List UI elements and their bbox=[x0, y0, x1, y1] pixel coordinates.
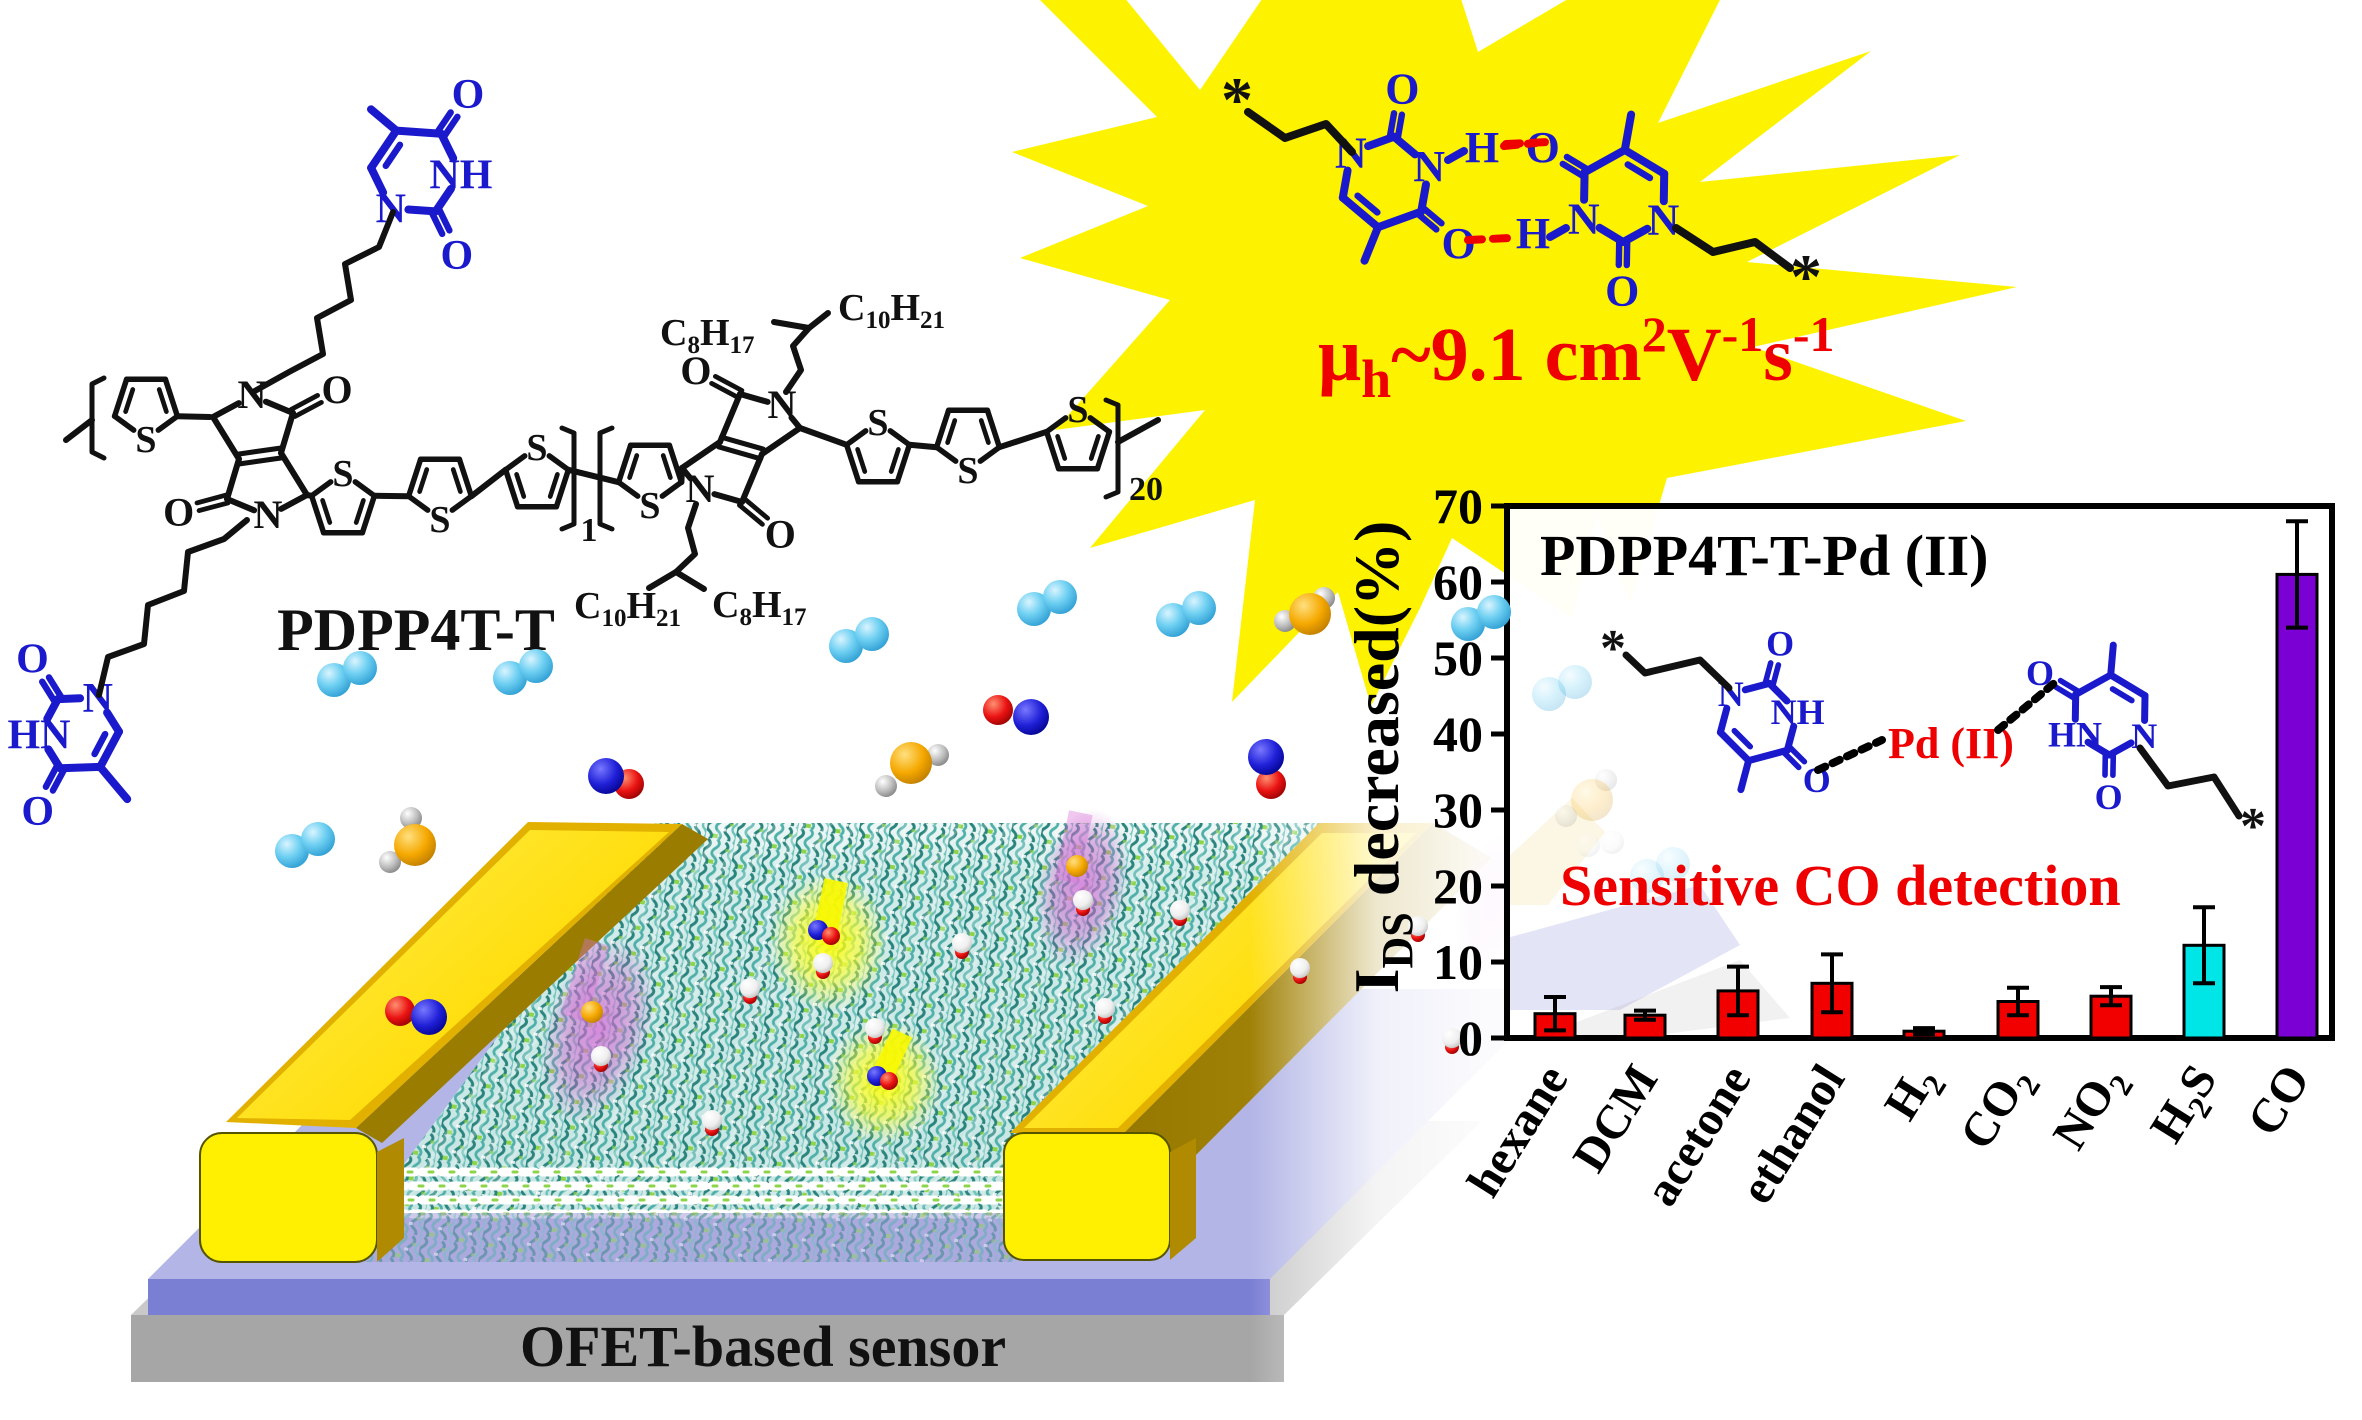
svg-text:C8​H17​: C8​H17​ bbox=[712, 584, 807, 631]
svg-text:40: 40 bbox=[1433, 706, 1483, 762]
svg-text:1: 1 bbox=[581, 512, 598, 549]
svg-text:N: N bbox=[238, 372, 267, 417]
svg-text:20: 20 bbox=[1433, 858, 1483, 914]
svg-text:N: N bbox=[686, 466, 715, 511]
svg-text:O: O bbox=[16, 637, 49, 683]
svg-text:S: S bbox=[332, 453, 353, 495]
svg-text:HN: HN bbox=[8, 713, 71, 759]
svg-text:C10​H21​: C10​H21​ bbox=[838, 287, 945, 334]
svg-text:N: N bbox=[254, 492, 283, 537]
svg-text:10: 10 bbox=[1433, 934, 1483, 990]
svg-text:O: O bbox=[1526, 123, 1560, 172]
svg-text:HN: HN bbox=[2048, 715, 2102, 755]
svg-text:N: N bbox=[1648, 196, 1680, 245]
svg-text:0: 0 bbox=[1458, 1010, 1483, 1066]
svg-text:PDPP4T-T: PDPP4T-T bbox=[277, 597, 555, 663]
svg-text:IDS decreased(%): IDS decreased(%) bbox=[1341, 521, 1422, 994]
svg-text:NH: NH bbox=[429, 152, 492, 198]
svg-text:70: 70 bbox=[1433, 478, 1483, 534]
svg-text:H: H bbox=[1516, 209, 1550, 258]
svg-text:Pd (II): Pd (II) bbox=[1888, 719, 2014, 768]
svg-text:20: 20 bbox=[1129, 471, 1163, 508]
svg-text:N: N bbox=[768, 382, 797, 427]
svg-text:30: 30 bbox=[1433, 782, 1483, 838]
svg-text:O: O bbox=[163, 490, 194, 535]
svg-text:N: N bbox=[83, 676, 113, 722]
svg-text:C8​H17​: C8​H17​ bbox=[660, 312, 755, 359]
svg-text:S: S bbox=[639, 485, 660, 527]
svg-text:μh​~9.1 cm2​V-1​s-1​: μh​~9.1 cm2​V-1​s-1​ bbox=[1318, 306, 1834, 409]
svg-text:S: S bbox=[135, 419, 156, 461]
svg-text:O: O bbox=[1605, 267, 1639, 316]
svg-text:S: S bbox=[957, 450, 978, 492]
svg-text:O: O bbox=[21, 789, 54, 835]
svg-text:*: * bbox=[2240, 798, 2266, 855]
svg-text:60: 60 bbox=[1433, 554, 1483, 610]
svg-text:H: H bbox=[1465, 123, 1499, 172]
svg-text:S: S bbox=[429, 499, 450, 541]
svg-text:PDPP4T-T-Pd (II): PDPP4T-T-Pd (II) bbox=[1540, 523, 1988, 588]
svg-text:O: O bbox=[452, 72, 485, 118]
svg-text:O: O bbox=[322, 367, 353, 412]
svg-text:O: O bbox=[2095, 777, 2123, 817]
svg-text:O: O bbox=[765, 512, 796, 557]
svg-text:O: O bbox=[1385, 65, 1419, 114]
svg-text:S: S bbox=[526, 427, 547, 469]
svg-text:N: N bbox=[1568, 194, 1600, 243]
svg-text:O: O bbox=[1766, 623, 1794, 663]
svg-text:S: S bbox=[1067, 389, 1088, 431]
svg-text:N: N bbox=[1413, 142, 1445, 191]
svg-text:*: * bbox=[1221, 64, 1253, 135]
svg-text:C10​H21​: C10​H21​ bbox=[574, 585, 681, 632]
svg-text:NH: NH bbox=[1771, 692, 1825, 732]
svg-text:O: O bbox=[440, 233, 473, 279]
svg-text:Sensitive CO detection: Sensitive CO detection bbox=[1560, 853, 2121, 918]
svg-text:S: S bbox=[867, 402, 888, 444]
svg-text:*: * bbox=[1600, 620, 1626, 677]
svg-text:O: O bbox=[680, 348, 711, 393]
svg-text:OFET-based sensor: OFET-based sensor bbox=[520, 1314, 1006, 1379]
svg-text:N: N bbox=[376, 187, 406, 233]
svg-text:*: * bbox=[1790, 241, 1822, 312]
